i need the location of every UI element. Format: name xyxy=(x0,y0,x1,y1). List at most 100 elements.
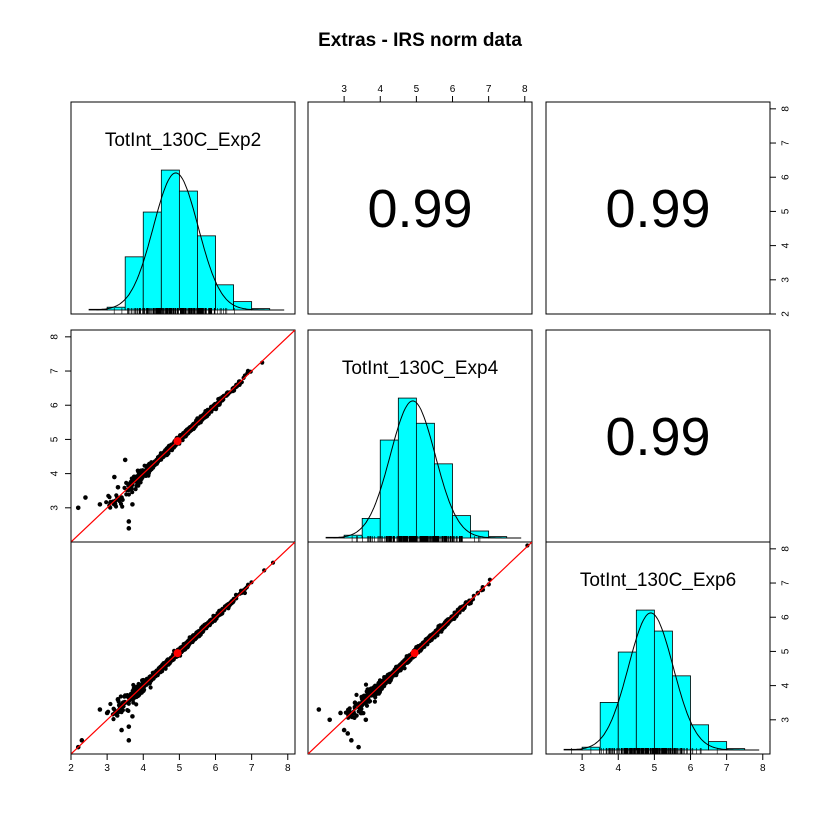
scatter-point xyxy=(373,695,378,700)
scatter-point xyxy=(111,502,117,507)
correlation-value: 0.99 xyxy=(367,179,472,239)
scatter-point xyxy=(349,714,354,719)
scatter-point xyxy=(124,488,129,493)
scatter-point xyxy=(354,713,359,718)
scatter-point xyxy=(380,684,385,689)
tick-label: 8 xyxy=(781,106,792,112)
tick-label: 5 xyxy=(177,763,183,774)
outlier-point xyxy=(349,738,354,743)
scatter-point xyxy=(359,694,364,700)
tick-label: 6 xyxy=(688,763,694,774)
scatter-point xyxy=(128,479,133,484)
scatter-layer xyxy=(71,330,295,542)
outlier-point xyxy=(352,700,358,706)
tick-label: 4 xyxy=(615,763,621,774)
panel-r2-c1 xyxy=(307,541,533,755)
scatter-point xyxy=(139,476,144,482)
tick-label: 3 xyxy=(341,84,347,95)
scatter-point xyxy=(217,608,222,613)
panel-r0-c2: 0.99 xyxy=(545,101,771,315)
scatter-point xyxy=(364,703,370,708)
correlation-value: 0.99 xyxy=(605,407,710,467)
tick-label: 7 xyxy=(724,763,730,774)
scatter-point xyxy=(372,699,377,704)
scatter-point xyxy=(216,613,221,618)
tick-label: 8 xyxy=(285,763,291,774)
tick-label: 8 xyxy=(50,334,61,340)
rug-marks xyxy=(571,748,718,754)
panel-frame xyxy=(307,541,533,755)
tick-label: 3 xyxy=(104,763,110,774)
panel-r0-c1: 0.99 xyxy=(307,101,533,315)
outlier-point xyxy=(115,484,121,490)
tick-label: 4 xyxy=(377,84,383,95)
tick-label: 6 xyxy=(450,84,456,95)
scatter-point xyxy=(125,708,130,713)
scatter-point xyxy=(233,592,239,598)
outlier-point xyxy=(79,738,85,743)
tick-label: 4 xyxy=(781,682,792,688)
scatter-point xyxy=(377,683,382,688)
scatter-point xyxy=(108,701,113,707)
outlier-point xyxy=(97,502,103,507)
fit-line xyxy=(308,542,532,754)
scatter-point xyxy=(164,448,169,453)
scatter-point xyxy=(122,694,127,699)
chart-title: Extras - IRS norm data xyxy=(318,30,522,51)
outlier-point xyxy=(104,710,110,716)
mean-marker xyxy=(173,649,182,658)
histogram-bar xyxy=(379,439,399,539)
scatter-point xyxy=(131,700,136,705)
correlation-value: 0.99 xyxy=(605,179,710,239)
tick-label: 8 xyxy=(760,763,766,774)
histogram-bar xyxy=(434,463,453,539)
histogram-bar xyxy=(452,515,471,539)
tick-label: 2 xyxy=(68,763,74,774)
outlier-point xyxy=(122,457,128,463)
scatter-point xyxy=(125,694,130,699)
density-curve xyxy=(571,612,760,751)
outlier-point xyxy=(363,717,369,723)
outlier-point xyxy=(359,710,365,716)
panel-r1-c0 xyxy=(70,329,296,543)
fit-line xyxy=(71,330,295,542)
rug-marks xyxy=(113,308,235,314)
scatter-point xyxy=(226,602,231,607)
scatter-point xyxy=(141,677,146,683)
scatter-point xyxy=(165,452,170,457)
scatter-point xyxy=(453,611,458,616)
outlier-point xyxy=(83,495,88,500)
tick-label: 4 xyxy=(140,763,146,774)
scatter-point xyxy=(131,682,136,688)
scatter-point xyxy=(118,694,123,699)
scatter-point xyxy=(130,490,135,495)
scatter-layer xyxy=(308,542,532,754)
panel-r1-c2: 0.99 xyxy=(545,329,771,543)
y-axis-row2: 3 4 5 6 7 8 xyxy=(769,546,792,723)
tick-label: 5 xyxy=(781,208,792,214)
tick-label: 7 xyxy=(50,368,61,374)
outlier-point xyxy=(327,717,332,723)
scatter-point xyxy=(205,411,210,416)
scatter-point xyxy=(133,487,138,492)
scatter-point xyxy=(124,492,129,497)
scatter-point xyxy=(129,487,134,492)
x-axis-col0: 2 3 4 5 6 7 8 xyxy=(68,753,291,774)
variable-label: TotInt_130C_Exp6 xyxy=(580,570,736,591)
scatter-point xyxy=(359,706,364,712)
scatter-point xyxy=(197,628,202,634)
density-curve xyxy=(333,400,522,539)
outlier-point xyxy=(316,707,322,712)
scatter-point xyxy=(385,675,390,680)
tick-label: 7 xyxy=(486,84,492,95)
variable-label: TotInt_130C_Exp2 xyxy=(105,130,261,151)
outlier-point xyxy=(97,707,103,712)
x-axis-col2: 3 4 5 6 7 8 xyxy=(579,753,766,774)
tick-label: 5 xyxy=(781,648,792,654)
scatter-point xyxy=(111,717,116,722)
scatter-point xyxy=(390,672,396,677)
tick-label: 4 xyxy=(781,242,792,248)
tick-label: 4 xyxy=(50,470,61,476)
tick-label: 5 xyxy=(50,436,61,442)
scatter-point xyxy=(351,709,356,715)
